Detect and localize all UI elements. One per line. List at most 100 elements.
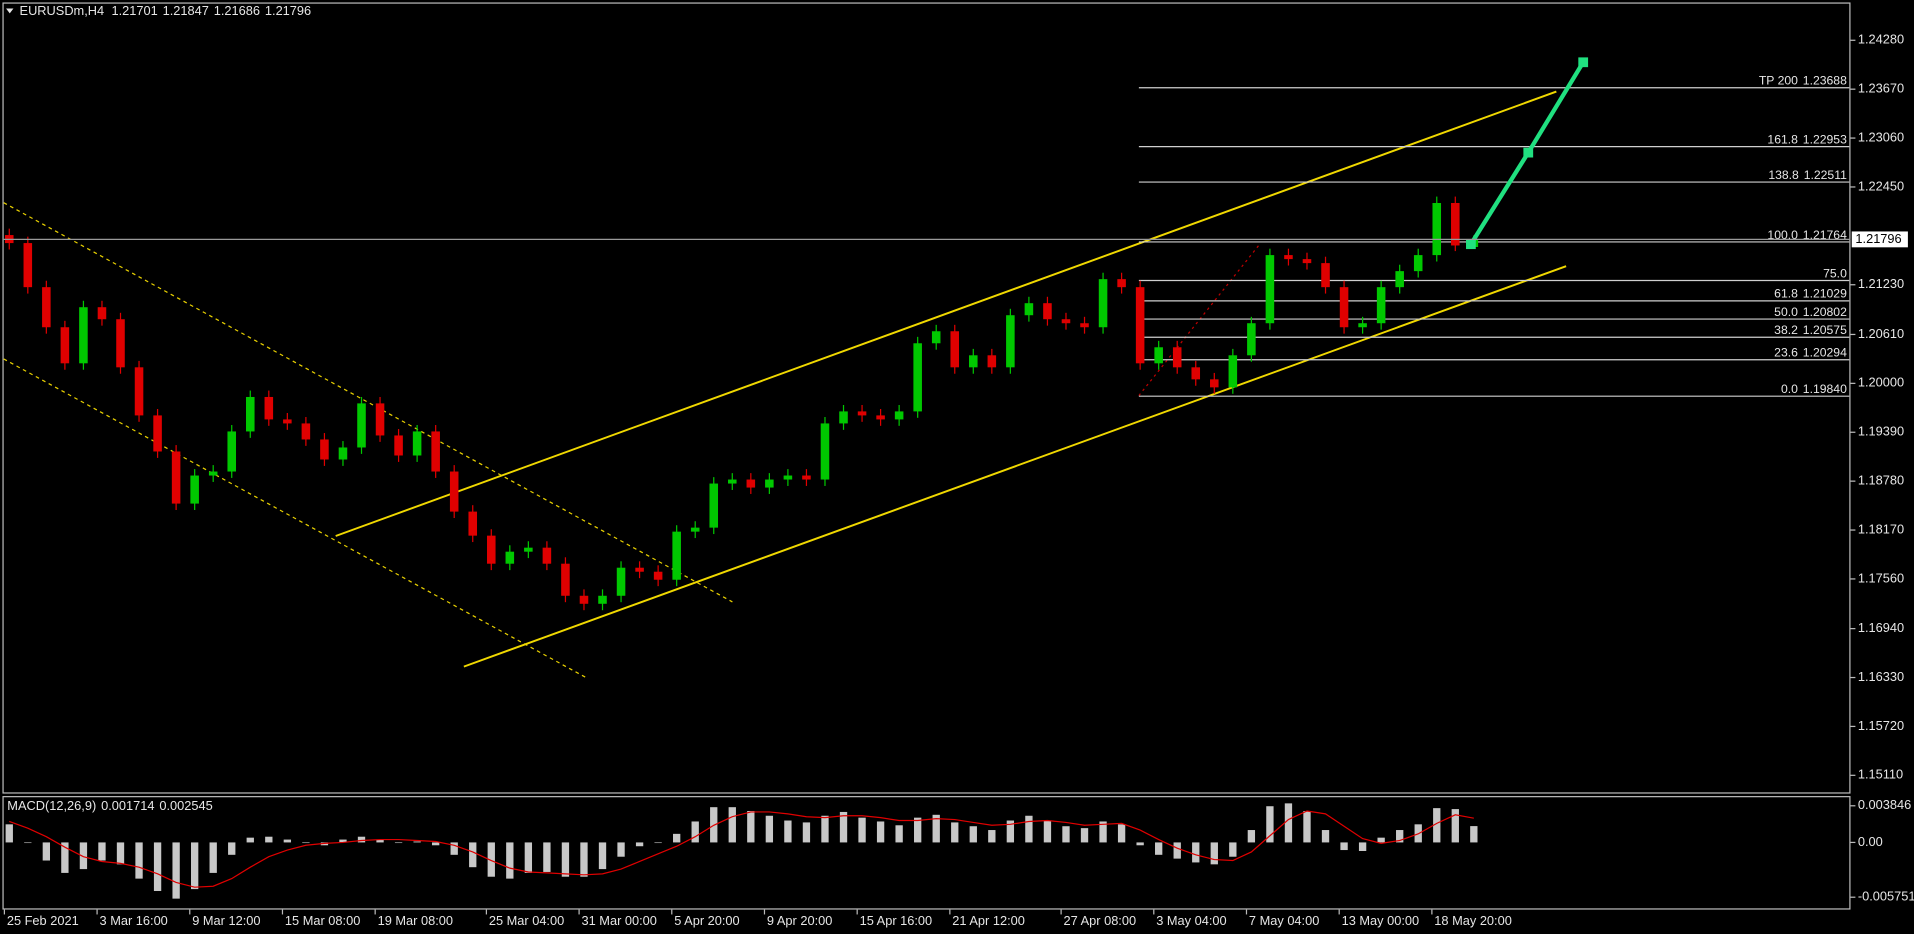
macd-bar (1155, 842, 1163, 855)
y-tick-label: 1.15720 (1858, 718, 1904, 733)
x-tick-label: 21 Apr 12:00 (952, 913, 1025, 928)
candle-body (1024, 303, 1034, 316)
macd-bar (209, 842, 217, 873)
candle-body (913, 343, 922, 412)
candle-body (1191, 367, 1201, 380)
candle-body (190, 475, 199, 504)
macd-bar (895, 825, 903, 843)
axis-layer: 1.24280 1.23670 1.23060 1.22450 1.21230 1.206… (3, 32, 1914, 928)
candle-body (1339, 287, 1349, 328)
candle-body (487, 535, 496, 564)
candle-body (1247, 323, 1256, 356)
macd-bar (691, 821, 699, 843)
candle-body (1172, 347, 1182, 368)
macd-bar (1377, 837, 1385, 843)
macd-bar (1247, 830, 1256, 843)
header-open: 1.21701 (111, 4, 157, 19)
candle-body (765, 479, 774, 488)
symbol: EURUSDm,H4 (20, 4, 105, 19)
x-tick-label: 9 Apr 20:00 (767, 913, 832, 928)
macd-bar (1470, 826, 1478, 843)
fib-level-label: 38.2 1.20575 (1774, 323, 1847, 337)
candle-body (857, 411, 867, 416)
macd-bar (302, 842, 310, 844)
candle-body (338, 447, 348, 460)
macd-bar (172, 842, 180, 899)
candle-body (60, 327, 70, 364)
macd-bar (543, 842, 551, 872)
y-tick-label: 1.19390 (1858, 424, 1904, 439)
macd-bar (747, 810, 755, 843)
x-tick-label: 13 May 00:00 (1342, 913, 1420, 928)
macd-bar (61, 842, 69, 873)
x-tick-label: 27 Apr 08:00 (1064, 913, 1137, 928)
fib-level: TP 200 (1759, 74, 1798, 88)
y-tick-label: 1.16940 (1858, 620, 1904, 635)
macd-bar (153, 842, 162, 892)
macd-bar (42, 842, 51, 861)
macd-bar (876, 821, 885, 843)
macd-bar (1062, 826, 1070, 843)
macd-bar (1043, 820, 1052, 843)
candle-body (79, 307, 88, 364)
fib-level-label: 138.8 1.22511 (1768, 168, 1847, 182)
candle-body (1413, 255, 1423, 272)
candle-body (320, 439, 329, 460)
macd-y-tick-label: -0.005751 (1858, 889, 1914, 904)
macd-bar (376, 839, 384, 843)
macd-name: MACD(12,26,9) (7, 798, 96, 813)
fib-price: 1.19840 (1803, 382, 1847, 396)
macd-bar (190, 842, 199, 890)
macd-bar (969, 826, 977, 843)
macd-bar (598, 842, 607, 870)
candles-layer (4, 196, 1479, 899)
candle-body (561, 563, 570, 596)
candle-body (524, 547, 533, 552)
candle-body (208, 471, 218, 476)
macd-bar (1210, 842, 1218, 865)
macd-y-tick-label: 0.00 (1858, 834, 1883, 849)
fib-price: 1.22953 (1803, 133, 1847, 147)
fib-level-label: 50.0 1.20802 (1774, 305, 1847, 319)
down-channel-lower (3, 358, 589, 680)
macd-bar (1284, 803, 1293, 843)
macd-y-tick-label: 0.003846 (1858, 797, 1911, 812)
macd-header: MACD(12,26,9) 0.001714 0.002545 (7, 798, 212, 813)
candle-body (1395, 271, 1404, 288)
macd-bar (487, 842, 495, 877)
macd-bar (339, 839, 347, 843)
candle-body (1061, 319, 1071, 324)
macd-bar (1006, 820, 1015, 843)
y-tick-label: 1.22450 (1858, 178, 1904, 193)
x-tick-label: 5 Apr 20:00 (674, 913, 739, 928)
candle-body (42, 287, 51, 328)
candle-body (969, 355, 978, 368)
projection-point (1523, 147, 1534, 158)
header-close: 1.21796 (265, 4, 311, 19)
candle-body (987, 355, 997, 368)
candle-body (598, 595, 607, 604)
candle-body (1117, 279, 1126, 288)
fib-level: 50.0 (1774, 305, 1798, 319)
projection-layer (1466, 57, 1589, 250)
candle-body (690, 527, 700, 532)
y-tick-label: 1.20610 (1858, 326, 1904, 341)
candle-body (728, 479, 737, 484)
candle-body (171, 451, 181, 504)
candle-body (153, 415, 162, 452)
candle-body (894, 411, 904, 420)
macd-bar (654, 842, 662, 844)
macd-bar (858, 817, 866, 843)
macd-bar (283, 839, 292, 843)
candle-body (709, 483, 719, 528)
macd-bar (1099, 821, 1107, 843)
x-tick-label: 9 Mar 12:00 (192, 913, 260, 928)
macd-bar (432, 842, 440, 846)
fib-level: 23.6 (1774, 346, 1798, 360)
candle-body (375, 403, 385, 436)
y-tick-label: 1.15110 (1858, 767, 1903, 782)
macd-bar (1433, 808, 1441, 843)
macd-signal-line (9, 810, 1474, 888)
